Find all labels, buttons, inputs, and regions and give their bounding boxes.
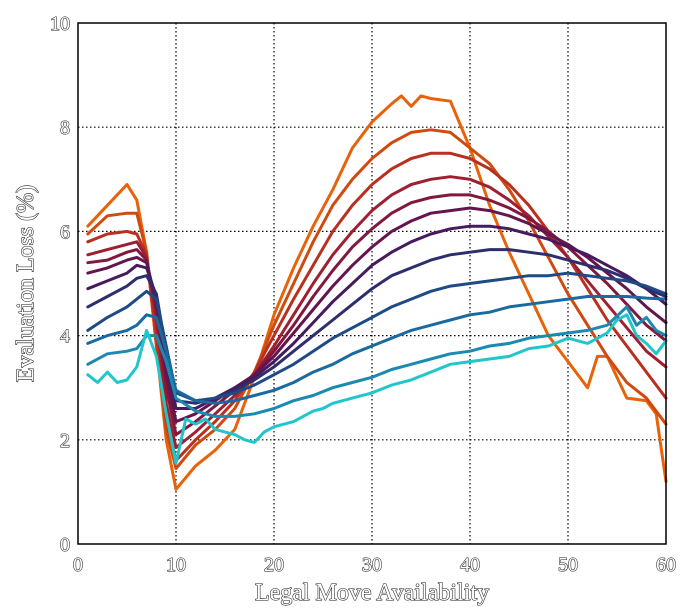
x-tick-label: 0 — [73, 554, 83, 576]
x-tick-label: 30 — [362, 554, 382, 576]
x-tick-label: 50 — [558, 554, 578, 576]
series-lines — [86, 94, 668, 491]
series-line-11 — [86, 305, 668, 418]
series-line-9 — [86, 271, 668, 403]
series-line-10 — [86, 295, 668, 405]
gridlines — [78, 23, 666, 544]
x-tick-label: 60 — [656, 554, 676, 576]
x-tick-label: 10 — [166, 554, 186, 576]
x-tick-label: 40 — [460, 554, 480, 576]
x-axis-label: Legal Move Availability — [255, 580, 489, 606]
plot-frame — [77, 22, 667, 545]
tick-labels: 0 10 20 30 40 50 60 0 2 4 6 8 10 — [49, 12, 676, 576]
y-tick-label: 8 — [60, 117, 70, 139]
y-axis-label: Evaluation Loss (%) — [13, 185, 39, 382]
y-tick-label: 0 — [60, 534, 70, 556]
y-tick-label: 10 — [50, 13, 70, 35]
x-tick-label: 20 — [264, 554, 284, 576]
y-tick-label: 4 — [60, 326, 70, 348]
y-tick-label: 2 — [60, 430, 70, 452]
series-line-1 — [86, 94, 668, 491]
series-line-12 — [86, 313, 668, 465]
y-tick-label: 6 — [60, 221, 70, 243]
